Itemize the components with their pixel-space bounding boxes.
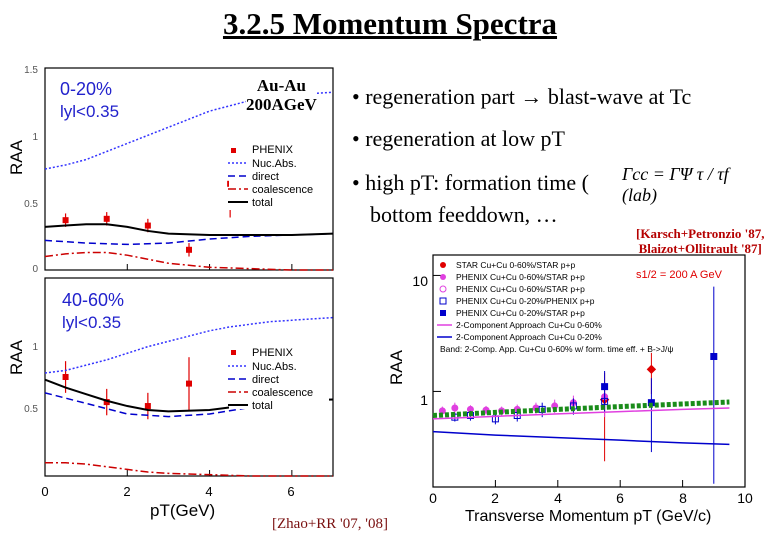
bottom-phenix-point-1 <box>103 399 110 406</box>
panel-bottom-left-ylabel: RAA <box>7 339 26 375</box>
svg-text:1.5: 1.5 <box>24 65 38 76</box>
references: [Karsch+Petronzio '87, Blaizot+Ollitraul… <box>636 226 764 256</box>
panel-right-xlabel: Transverse Momentum pT (GeV/c) <box>465 508 711 525</box>
panel-right: 10 1 RAA 0 2 4 6 8 10 Transverse Momentu… <box>387 254 753 525</box>
panel-right-ylabel: RAA <box>387 349 406 385</box>
right-line-4 <box>432 407 730 420</box>
right-point-1-1 <box>451 404 459 412</box>
bottom-phenix-point-3 <box>186 380 192 387</box>
panel-top-left: 1.5 1 0.5 0 RAA 0-20% lyl<0.35 PHENIX Nu… <box>7 65 334 275</box>
bottom-nucabs-line <box>44 316 334 374</box>
top-phenix-point-1 <box>103 215 110 222</box>
svg-text:10: 10 <box>412 273 428 289</box>
citation-zhao-rr: [Zhao+RR '07, '08] <box>272 516 388 532</box>
top-total-line <box>44 223 334 236</box>
svg-text:2: 2 <box>491 490 499 506</box>
panel-bottom-left-xlabel: pT(GeV) <box>150 501 215 520</box>
top-direct-line <box>44 232 334 246</box>
legend-phenix-1: PHENIX <box>252 144 294 156</box>
legend-direct-1: direct <box>252 171 279 183</box>
bottom-phenix-point-0 <box>62 374 69 380</box>
bullet-highpt-text: • high pT: formation time ( <box>352 170 589 195</box>
panel-bottom-left-frame <box>44 277 334 477</box>
right-point-3-2 <box>710 353 718 361</box>
panel-top-left-centrality: 0-20% <box>60 79 112 99</box>
collision-label-system: Au-Au <box>256 76 306 95</box>
svg-text:2: 2 <box>123 484 130 499</box>
top-phenix-point-2 <box>144 222 151 229</box>
bottom-phenix-point-2 <box>144 403 151 410</box>
panel-right-legend: STAR Cu+Cu 0-60%/STAR p+p PHENIX Cu+Cu 0… <box>437 260 673 354</box>
svg-text:6: 6 <box>616 490 624 506</box>
panel-bottom-left-rapidity: lyl<0.35 <box>62 313 121 332</box>
right-point-3-0 <box>601 383 609 391</box>
legend-r-4: PHENIX Cu+Cu 0-20%/STAR p+p <box>456 308 585 318</box>
svg-text:0.5: 0.5 <box>24 199 38 210</box>
svg-text:0: 0 <box>41 484 48 499</box>
right-point-0-1 <box>646 364 657 375</box>
panel-top-left-ylabel: RAA <box>7 139 26 175</box>
panel-right-annotation: s1/2 = 200 A GeV <box>636 269 723 281</box>
panel-bottom-left: 1 0.5 RAA 0 2 4 6 pT(GeV) 40-60% lyl<0.3… <box>7 277 334 520</box>
legend-r-3: PHENIX Cu+Cu 0-20%/PHENIX p+p <box>456 296 595 306</box>
legend-r-7: Band: 2-Comp. App. Cu+Cu 0-60% w/ form. … <box>440 344 673 354</box>
top-phenix-point-3 <box>186 246 192 253</box>
bottom-coalescence-line <box>45 462 333 477</box>
legend-r-1: PHENIX Cu+Cu 0-60%/STAR p+p <box>456 272 585 282</box>
svg-text:4: 4 <box>205 484 212 499</box>
top-phenix-point-0 <box>62 217 69 224</box>
panel-right-data <box>432 274 746 487</box>
panel-bottom-left-legend: PHENIX Nuc.Abs. direct coalescence total <box>228 345 329 412</box>
svg-text:10: 10 <box>737 490 753 506</box>
reference-karsch: [Karsch+Petronzio '87, <box>636 226 765 241</box>
right-line-6 <box>432 399 730 419</box>
top-coalescence-line <box>44 251 333 271</box>
svg-text:0: 0 <box>429 490 437 506</box>
svg-text:0.5: 0.5 <box>24 404 38 415</box>
svg-text:0: 0 <box>32 264 38 275</box>
bullet-regeneration-blastwave: • regeneration part → blast-wave at Tc <box>352 84 692 109</box>
page-title: 3.2.5 Momentum Spectra <box>222 6 558 41</box>
collision-label-energy: 200AGeV <box>246 95 317 114</box>
formation-time-formula: Γcc = ΓΨ τ / τf (lab) <box>622 164 752 205</box>
legend-coal-1: coalescence <box>252 184 313 196</box>
legend-r-5: 2-Component Approach Cu+Cu 0-60% <box>456 320 602 330</box>
svg-text:1: 1 <box>32 342 38 353</box>
legend-nucabs-1: Nuc.Abs. <box>252 158 297 170</box>
collision-label: Au-Au 200AGeV <box>246 76 317 114</box>
svg-text:6: 6 <box>287 484 294 499</box>
legend-phenix-2: PHENIX <box>252 347 294 359</box>
right-line-5 <box>432 430 730 446</box>
legend-nucabs-2: Nuc.Abs. <box>252 361 297 373</box>
legend-r-0: STAR Cu+Cu 0-60%/STAR p+p <box>456 260 575 270</box>
top-nucabs-line <box>44 91 334 170</box>
legend-total-1: total <box>252 197 273 209</box>
bullet-bottom-feeddown: bottom feeddown, … <box>370 202 558 227</box>
panel-bottom-left-centrality: 40-60% <box>62 290 124 310</box>
legend-coal-2: coalescence <box>252 387 313 399</box>
svg-text:8: 8 <box>679 490 687 506</box>
bullet-regeneration-lowpt: • regeneration at low pT <box>352 126 565 151</box>
svg-text:1: 1 <box>32 132 38 143</box>
reference-blaizot: Blaizot+Ollitrault '87] <box>638 241 762 256</box>
panel-top-left-legend: PHENIX Nuc.Abs. direct coalescence total <box>228 142 329 210</box>
panel-right-frame <box>432 254 746 488</box>
legend-r-2: PHENIX Cu+Cu 0-60%/STAR p+p <box>456 284 585 294</box>
svg-text:1: 1 <box>420 392 428 408</box>
panel-top-left-rapidity: lyl<0.35 <box>60 102 119 121</box>
svg-text:4: 4 <box>554 490 562 506</box>
legend-direct-2: direct <box>252 374 279 386</box>
legend-r-6: 2-Component Approach Cu+Cu 0-20% <box>456 332 602 342</box>
legend-total-2: total <box>252 400 273 412</box>
